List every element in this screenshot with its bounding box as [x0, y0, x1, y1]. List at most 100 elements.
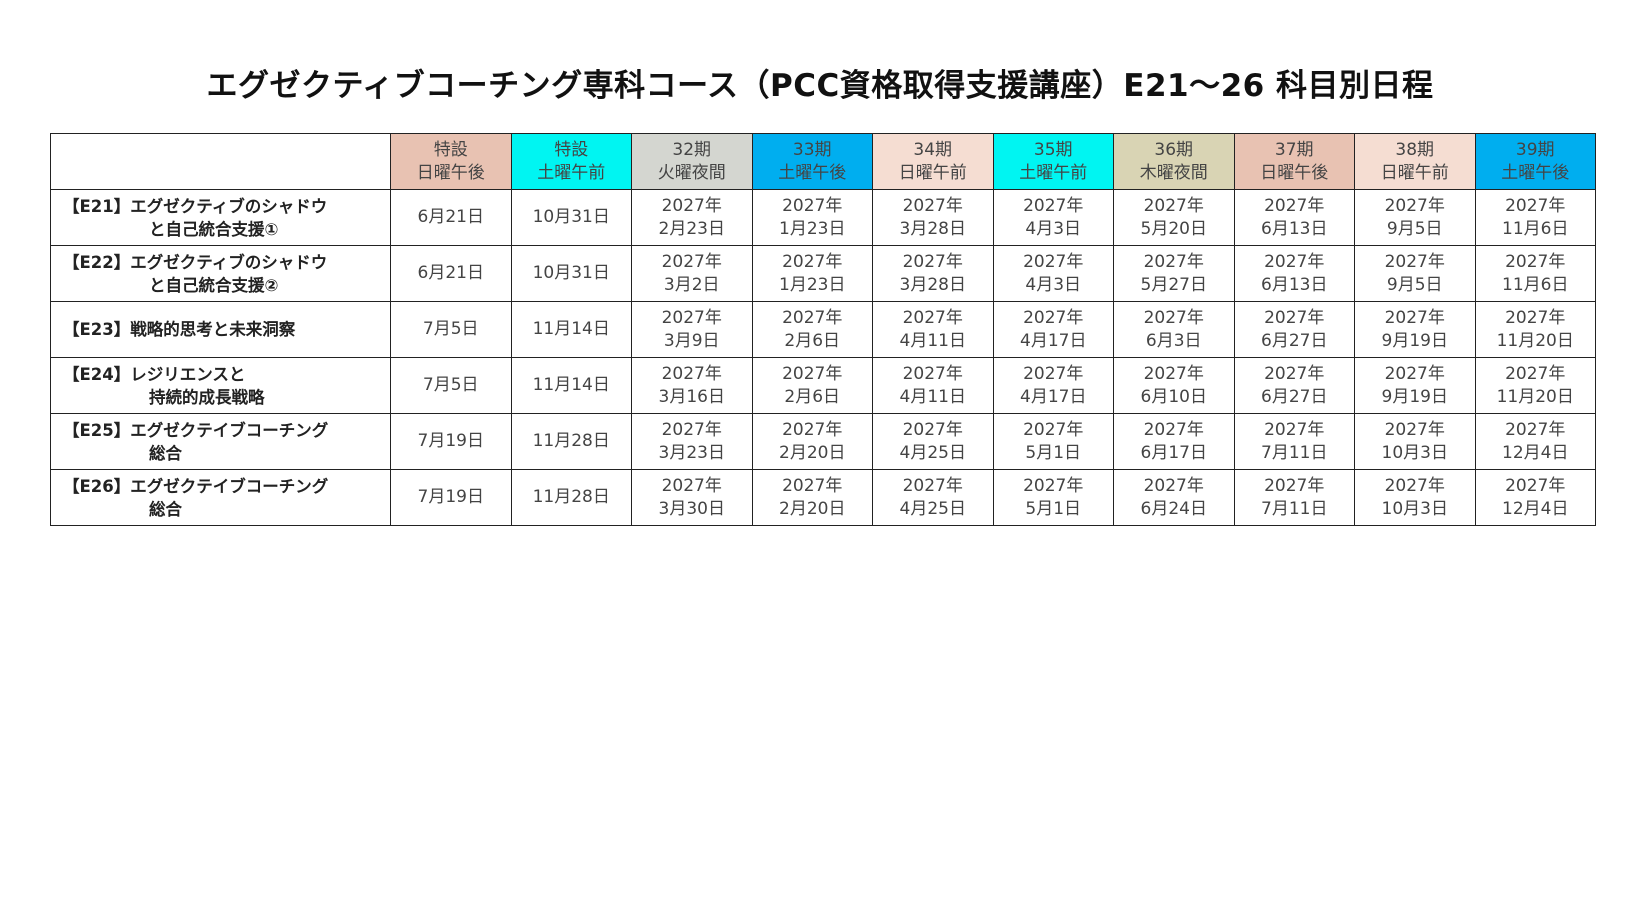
column-header: 39期 土曜午後: [1474, 133, 1596, 190]
date-line: 9月19日: [1381, 330, 1448, 351]
date-line: 2027年: [661, 307, 722, 328]
date-cell: 2027年 1月23日: [751, 189, 873, 246]
date-cell: 2027年 4月25日: [872, 413, 994, 470]
date-line: 2月6日: [784, 330, 841, 351]
date-cell: 2027年 9月19日: [1354, 301, 1476, 358]
date-line: 6月27日: [1261, 386, 1328, 407]
date-cell: 2027年 11月6日: [1474, 189, 1596, 246]
date-cell: 2027年 11月20日: [1474, 357, 1596, 414]
date-line: 2027年: [782, 363, 843, 384]
date-cell: 2027年 4月3日: [992, 189, 1114, 246]
date-cell: 2027年 4月25日: [872, 469, 994, 526]
date-line: 2027年: [1143, 475, 1204, 496]
date-line: 9月5日: [1386, 218, 1443, 239]
date-cell: 2027年 4月17日: [992, 301, 1114, 358]
date-cell: 2027年 2月23日: [631, 189, 753, 246]
subject-cell: 【E22】エグゼクティブのシャドウと自己統合支援②: [50, 245, 391, 302]
date-line: 2027年: [1384, 475, 1445, 496]
date-cell: 10月31日: [510, 189, 632, 246]
date-line: 5月1日: [1025, 442, 1082, 463]
date-line: 2027年: [661, 475, 722, 496]
column-term: 33期: [792, 139, 832, 160]
column-slot: 日曜午後: [416, 162, 485, 183]
date-line: 1月23日: [779, 218, 846, 239]
date-line: 11月6日: [1502, 274, 1569, 295]
table-row: 【E21】エグゼクティブのシャドウ と自己統合支援① 6月21日 10月31日 2027…: [50, 189, 1596, 246]
subject-title-cont: と自己統合支援②: [149, 275, 279, 295]
date-line: 2027年: [1023, 475, 1084, 496]
column-term: 34期: [913, 139, 953, 160]
date-cell: 2027年 10月3日: [1354, 469, 1476, 526]
date-line: 7月5日: [422, 319, 479, 339]
column-header: 特設 土曜午前: [510, 133, 632, 190]
table-row: 【E26】エグゼクテイブコーチング 総合 7月19日 11月28日 2027年 3月30日…: [50, 469, 1596, 526]
date-line: 3月23日: [658, 442, 725, 463]
date-cell: 11月14日: [510, 301, 632, 358]
date-line: 10月3日: [1381, 442, 1448, 463]
date-line: 2027年: [1384, 363, 1445, 384]
date-cell: 2027年 4月17日: [992, 357, 1114, 414]
date-cell: 6月21日: [390, 245, 512, 302]
date-cell: 2027年 3月28日: [872, 189, 994, 246]
date-line: 11月28日: [532, 431, 610, 451]
header-row: 特設 日曜午後 特設 土曜午前 32期 火曜夜間 33期 土曜午後 34期 日曜午前 35…: [50, 133, 1596, 190]
date-line: 10月31日: [532, 263, 610, 283]
date-cell: 2027年 3月9日: [631, 301, 753, 358]
date-line: 2027年: [902, 363, 963, 384]
date-line: 11月20日: [1496, 386, 1574, 407]
date-cell: 6月21日: [390, 189, 512, 246]
header-corner-cell: [50, 133, 391, 190]
date-cell: 2027年 9月5日: [1354, 189, 1476, 246]
date-cell: 2027年 2月20日: [751, 413, 873, 470]
column-slot: 日曜午前: [1380, 162, 1449, 183]
date-line: 6月13日: [1261, 218, 1328, 239]
date-cell: 2027年 3月2日: [631, 245, 753, 302]
date-line: 2027年: [1023, 363, 1084, 384]
column-header: 37期 日曜午後: [1233, 133, 1355, 190]
date-cell: 2027年 3月28日: [872, 245, 994, 302]
date-line: 2027年: [902, 251, 963, 272]
subject-cell: 【E26】エグゼクテイブコーチング 総合: [50, 469, 391, 526]
date-cell: 2027年 4月11日: [872, 301, 994, 358]
column-header: 38期 日曜午前: [1354, 133, 1476, 190]
column-term: 35期: [1033, 139, 1073, 160]
subject-title: 【E22】エグゼクティブのシャドウ: [63, 252, 328, 272]
date-line: 2027年: [902, 475, 963, 496]
date-line: 2027年: [902, 419, 963, 440]
date-line: 11月6日: [1502, 218, 1569, 239]
date-line: 5月1日: [1025, 498, 1082, 519]
date-line: 5月20日: [1140, 218, 1207, 239]
date-line: 3月9日: [663, 330, 720, 351]
subject-title: 【E21】エグゼクティブのシャドウ: [63, 196, 328, 216]
date-line: 2027年: [782, 195, 843, 216]
date-cell: 10月31日: [510, 245, 632, 302]
column-header: 33期 土曜午後: [751, 133, 873, 190]
column-header: 32期 火曜夜間: [631, 133, 753, 190]
subject-cell: 【E23】戦略的思考と未来洞察: [50, 301, 391, 358]
date-line: 3月2日: [663, 274, 720, 295]
date-line: 2027年: [1143, 363, 1204, 384]
date-line: 12月4日: [1502, 498, 1569, 519]
date-cell: 2027年 6月10日: [1113, 357, 1235, 414]
date-line: 2月6日: [784, 386, 841, 407]
date-line: 2027年: [1505, 475, 1566, 496]
column-term: 36期: [1154, 139, 1194, 160]
date-line: 2027年: [661, 363, 722, 384]
date-line: 6月21日: [417, 263, 484, 283]
date-cell: 2027年 6月3日: [1113, 301, 1235, 358]
subject-title-cont: 総合: [149, 443, 182, 463]
date-line: 7月19日: [417, 431, 484, 451]
column-slot: 火曜夜間: [657, 162, 726, 183]
date-cell: 2027年 4月11日: [872, 357, 994, 414]
date-line: 2027年: [1264, 307, 1325, 328]
date-line: 9月19日: [1381, 386, 1448, 407]
date-cell: 2027年 3月30日: [631, 469, 753, 526]
date-cell: 7月5日: [390, 301, 512, 358]
table-row: 【E25】エグゼクテイブコーチング 総合 7月19日 11月28日 2027年 3月23日…: [50, 413, 1596, 470]
column-header: 35期 土曜午前: [992, 133, 1114, 190]
date-line: 1月23日: [779, 274, 846, 295]
column-slot: 木曜夜間: [1139, 162, 1208, 183]
date-line: 4月25日: [899, 442, 966, 463]
date-line: 2027年: [782, 475, 843, 496]
date-line: 2027年: [1023, 307, 1084, 328]
